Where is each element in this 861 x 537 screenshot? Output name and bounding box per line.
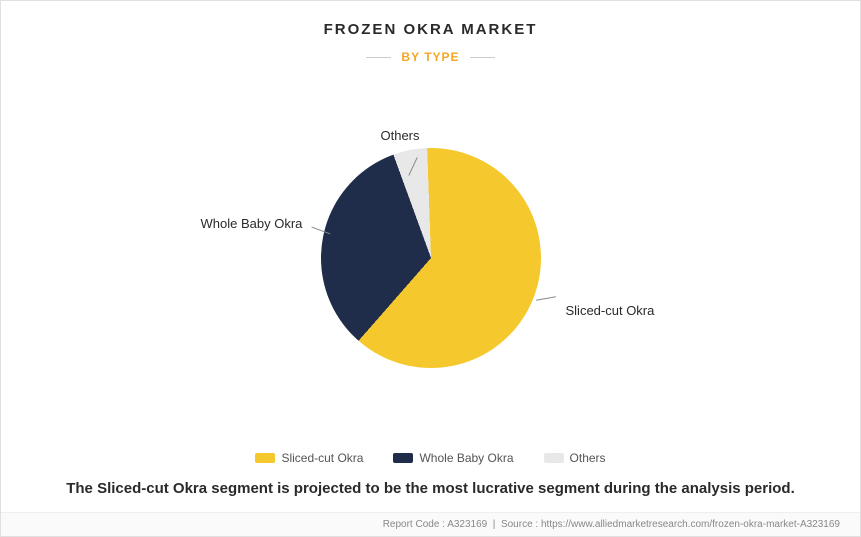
legend-label: Others: [570, 451, 606, 465]
legend-swatch: [255, 453, 275, 463]
slice-label-whole-baby: Whole Baby Okra: [201, 216, 303, 231]
leader-line: [536, 296, 556, 300]
slice-label-sliced-cut: Sliced-cut Okra: [566, 303, 655, 318]
legend-item: Others: [544, 451, 606, 465]
legend: Sliced-cut Okra Whole Baby Okra Others: [255, 451, 605, 465]
chart-area: Others Whole Baby Okra Sliced-cut Okra: [1, 64, 860, 451]
legend-item: Sliced-cut Okra: [255, 451, 363, 465]
legend-swatch: [393, 453, 413, 463]
legend-label: Sliced-cut Okra: [281, 451, 363, 465]
pie-wrap: Others Whole Baby Okra Sliced-cut Okra: [321, 148, 541, 368]
report-code: A323169: [447, 519, 487, 530]
caption: The Sliced-cut Okra segment is projected…: [46, 480, 815, 497]
source-url: https://www.alliedmarketresearch.com/fro…: [541, 519, 840, 530]
footer: Report Code : A323169 | Source : https:/…: [1, 512, 860, 536]
chart-subtitle: BY TYPE: [401, 50, 459, 64]
slice-label-others: Others: [381, 128, 420, 143]
legend-swatch: [544, 453, 564, 463]
report-code-label: Report Code :: [383, 519, 445, 530]
chart-title: FROZEN OKRA MARKET: [324, 21, 538, 38]
pie-chart: [321, 148, 541, 368]
source-label: Source :: [501, 519, 538, 530]
chart-container: FROZEN OKRA MARKET BY TYPE Others Whole …: [0, 0, 861, 537]
legend-item: Whole Baby Okra: [393, 451, 513, 465]
legend-label: Whole Baby Okra: [419, 451, 513, 465]
